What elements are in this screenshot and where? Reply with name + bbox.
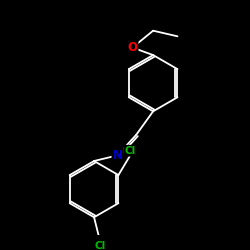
Text: Cl: Cl (124, 146, 135, 156)
Text: N: N (112, 149, 122, 162)
Text: O: O (128, 41, 138, 54)
Text: Cl: Cl (94, 241, 105, 250)
